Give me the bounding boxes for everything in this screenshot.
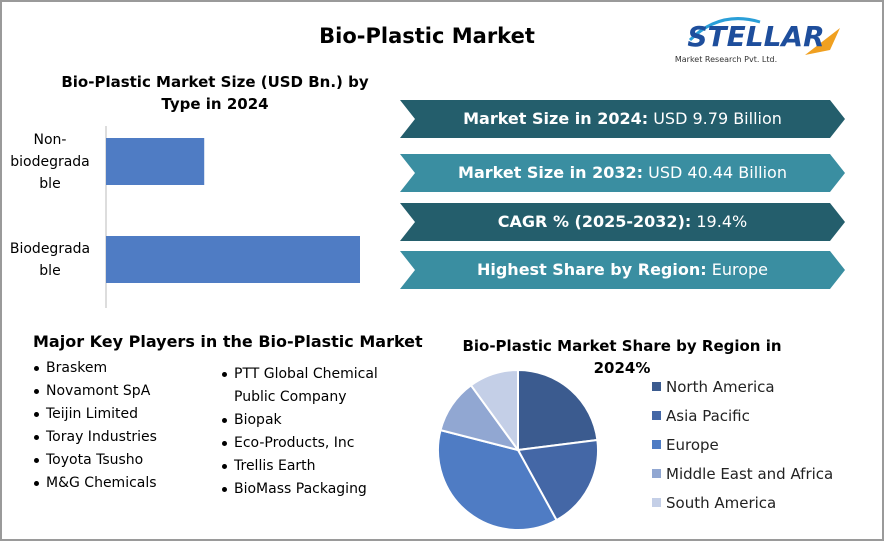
legend-swatch	[652, 498, 661, 507]
highlight-label: Highest Share by Region:	[476, 260, 707, 279]
player: BioMass Packaging	[222, 478, 382, 501]
legend-label: Middle East and Africa	[666, 465, 833, 483]
players-list: Braskem Novamont SpA Teijin Limited Toray I…	[34, 357, 204, 495]
highlight-banner	[400, 100, 845, 138]
logo-swoosh	[688, 17, 761, 42]
player: Toray Industries	[34, 426, 204, 449]
players-list: PTT Global Chemical Public Company Biopak…	[222, 363, 382, 501]
player: PTT Global Chemical Public Company	[222, 363, 382, 409]
player: M&G Chemicals	[34, 472, 204, 495]
highlight-banner	[400, 251, 845, 289]
logo-tagline: Market Research Pvt. Ltd.	[675, 55, 777, 64]
highlight-text: Market Size in 2024: USD 9.79 Billion	[415, 100, 830, 138]
category-label: Non-biodegradable	[10, 131, 90, 192]
player: Braskem	[34, 357, 204, 380]
highlight-text: Highest Share by Region: Europe	[415, 251, 830, 289]
pie-slice	[469, 368, 519, 454]
pie-slice	[516, 438, 599, 522]
bar-title: Bio-Plastic Market Size (USD Bn.) by Typ…	[61, 73, 369, 113]
bar	[106, 236, 360, 283]
highlight-banner	[400, 203, 845, 241]
pie-slice	[437, 428, 558, 531]
category-label: Biodegradable	[9, 240, 91, 279]
legend-swatch	[652, 411, 661, 420]
player: Teijin Limited	[34, 403, 204, 426]
highlight-value: Europe	[711, 260, 769, 279]
legend-label: North America	[666, 378, 775, 396]
legend-swatch	[652, 382, 661, 391]
player: Trellis Earth	[222, 455, 382, 478]
highlight-text: CAGR % (2025-2032): 19.4%	[415, 203, 830, 241]
legend-swatch	[652, 469, 661, 478]
pie-title: Bio-Plastic Market Share by Region in 20…	[462, 337, 782, 377]
highlight-label: Market Size in 2024:	[463, 109, 649, 128]
highlight-label: Market Size in 2032:	[458, 163, 644, 182]
highlight-value: USD 40.44 Billion	[648, 163, 787, 182]
highlight-label: CAGR % (2025-2032):	[497, 212, 692, 231]
legend-label: Asia Pacific	[666, 407, 750, 425]
player: Novamont SpA	[34, 380, 204, 403]
player: Toyota Tsusho	[34, 449, 204, 472]
player: Biopak	[222, 409, 382, 432]
highlight-text: Market Size in 2032: USD 40.44 Billion	[415, 154, 830, 192]
legend-swatch	[652, 440, 661, 449]
pie-slice	[517, 368, 599, 452]
page-title: Bio-Plastic Market	[319, 24, 535, 48]
legend-label: Europe	[666, 436, 719, 454]
highlight-value: USD 9.79 Billion	[653, 109, 782, 128]
player: Eco-Products, Inc	[222, 432, 382, 455]
highlight-value: 19.4%	[696, 212, 748, 231]
legend-label: South America	[666, 494, 776, 512]
bar	[106, 138, 205, 185]
highlight-banner	[400, 154, 845, 192]
logo-arrow	[805, 28, 840, 55]
players-title: Major Key Players in the Bio-Plastic Mar…	[33, 332, 423, 351]
logo-name: STELLAR	[687, 20, 824, 53]
